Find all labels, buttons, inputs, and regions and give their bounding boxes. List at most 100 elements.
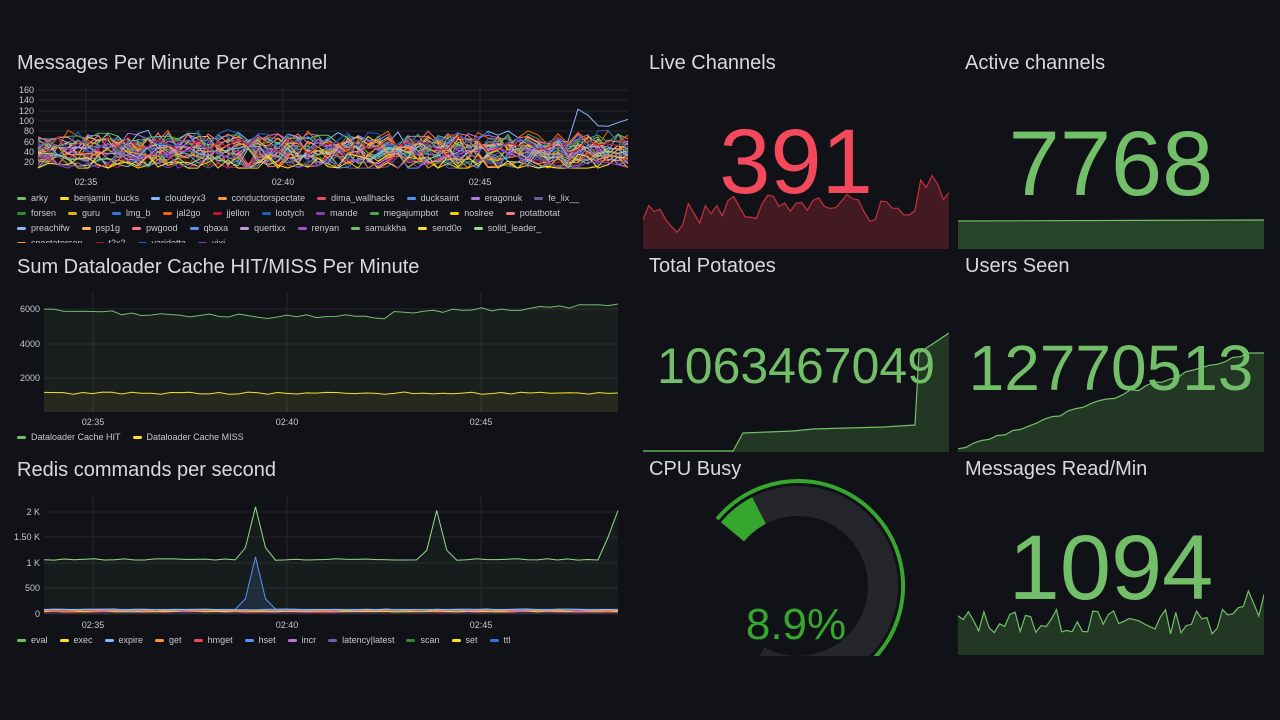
legend-item[interactable]: vixi	[198, 236, 225, 243]
legend-item[interactable]: preachifw	[17, 221, 70, 236]
redis-chart[interactable]: 2 K 1.50 K 1 K 500 0 02:35 02:40 02:45	[0, 455, 640, 655]
dataloader-chart[interactable]: 6000 4000 2000 02:35 02:40 02:45	[0, 252, 640, 452]
series-line-solid_leader_	[37, 146, 629, 168]
legend-item[interactable]: hset	[244, 633, 276, 648]
legend-item[interactable]: hmget	[193, 633, 233, 648]
legend-label: Dataloader Cache MISS	[146, 432, 244, 442]
legend-swatch	[489, 639, 499, 643]
legend-item[interactable]: conductorspectate	[217, 191, 305, 206]
panel-messages-per-minute: Messages Per Minute Per Channel 160 140 12…	[0, 0, 640, 250]
legend-item[interactable]: scan	[406, 633, 440, 648]
panel-dataloader: Sum Dataloader Cache HIT/MISS Per Minute…	[0, 252, 640, 452]
legend-item[interactable]: varidetta	[137, 236, 186, 243]
panel-title[interactable]: CPU Busy	[649, 458, 742, 480]
chart-grid	[44, 495, 618, 615]
sparkline-path	[958, 352, 1264, 450]
legend-item[interactable]: mande	[316, 206, 358, 221]
legend-swatch	[132, 227, 142, 231]
y-tick-label: 160	[19, 85, 34, 95]
legend-item[interactable]: ttl	[489, 633, 511, 648]
legend-swatch	[470, 197, 480, 201]
legend-item[interactable]: megajumpbot	[369, 206, 439, 221]
legend-item[interactable]: lootych	[261, 206, 305, 221]
legend-item[interactable]: forsen	[17, 206, 56, 221]
legend-item[interactable]: solid_leader_	[473, 221, 542, 236]
legend-item[interactable]: potatbotat	[505, 206, 560, 221]
legend-item[interactable]: guru	[68, 206, 100, 221]
legend-item[interactable]: Dataloader Cache HIT	[17, 430, 121, 445]
legend-swatch	[351, 227, 361, 231]
legend-item[interactable]: send0o	[418, 221, 462, 236]
panel-title[interactable]: Messages Per Minute Per Channel	[17, 52, 328, 74]
panel-title[interactable]: Active channels	[965, 52, 1106, 74]
legend-swatch	[240, 227, 250, 231]
sparkline-path	[643, 174, 949, 234]
stat-value: 12770513	[968, 332, 1254, 404]
legend-item[interactable]: latency|latest	[328, 633, 394, 648]
legend-item[interactable]: jjellon	[212, 206, 250, 221]
sparkline-path	[958, 219, 1264, 222]
legend-item[interactable]: arky	[17, 191, 48, 206]
x-tick-label: 02:35	[75, 177, 98, 187]
legend-item[interactable]: samukkha	[351, 221, 406, 236]
legend-label: vixi	[212, 238, 226, 243]
legend-label: psp1g	[95, 223, 121, 233]
legend-item[interactable]: benjamin_bucks	[60, 191, 139, 206]
series-lines	[43, 506, 619, 614]
legend-item[interactable]: expire	[104, 633, 143, 648]
y-tick-label: 2 K	[26, 507, 40, 517]
legend-label: potatbotat	[519, 208, 560, 218]
panel-title[interactable]: Sum Dataloader Cache HIT/MISS Per Minute	[17, 256, 420, 278]
legend-label: lootych	[275, 208, 305, 218]
series-line-scan-area	[44, 506, 618, 614]
legend-item[interactable]: qbaxa	[189, 221, 228, 236]
legend-item[interactable]: t2x2	[94, 236, 126, 243]
legend-item[interactable]: spectatorsen	[17, 236, 83, 243]
y-tick-label: 6000	[20, 304, 40, 314]
panel-title[interactable]: Live Channels	[649, 52, 776, 74]
panel-cpu-busy: CPU Busy 8.9%	[643, 456, 949, 656]
legend-item[interactable]: fe_lix__	[534, 191, 579, 206]
panel-title[interactable]: Total Potatoes	[649, 255, 776, 277]
legend-item[interactable]: noslree	[450, 206, 494, 221]
panel-active-channels: Active channels 7768	[958, 0, 1264, 250]
legend-item[interactable]: get	[155, 633, 182, 648]
panel-title[interactable]: Users Seen	[965, 255, 1070, 277]
x-axis-ticks: 02:35 02:40 02:45	[82, 417, 493, 427]
panel-title[interactable]: Redis commands per second	[17, 459, 277, 481]
legend-label: Dataloader Cache HIT	[31, 432, 121, 442]
legend-swatch	[328, 639, 338, 643]
legend-label: megajumpbot	[383, 208, 439, 218]
legend-item[interactable]: renyan	[297, 221, 339, 236]
legend-item[interactable]: quertixx	[240, 221, 286, 236]
legend-item[interactable]: dima_wallhacks	[317, 191, 395, 206]
legend-label: lmg_b	[126, 208, 151, 218]
panel-title[interactable]: Messages Read/Min	[965, 458, 1148, 480]
sparkline-path	[958, 589, 1264, 635]
legend-item[interactable]: ducksaint	[406, 191, 459, 206]
legend-item[interactable]: eragonuk	[470, 191, 522, 206]
sparkline	[958, 589, 1264, 655]
sparkline-path-area	[643, 175, 949, 249]
legend-swatch	[59, 639, 69, 643]
legend-item[interactable]: exec	[59, 633, 93, 648]
series-line-megajumpbot	[37, 132, 629, 153]
legend-label: solid_leader_	[487, 223, 542, 233]
legend-item[interactable]: pwgood	[132, 221, 178, 236]
legend-label: jal2go	[176, 208, 201, 218]
legend-item[interactable]: set	[451, 633, 478, 648]
legend-item[interactable]: incr	[287, 633, 316, 648]
legend-item[interactable]: cloudeyx3	[151, 191, 206, 206]
panel-redis: Redis commands per second 2 K 1.50 K 1 K 50…	[0, 455, 640, 655]
legend-label: spectatorsen	[31, 238, 83, 243]
y-axis-ticks: 6000 4000 2000	[20, 304, 40, 383]
legend-item[interactable]: Dataloader Cache MISS	[132, 430, 244, 445]
sparkline	[958, 219, 1264, 249]
y-tick-label: 60	[24, 137, 34, 147]
legend-item[interactable]: eval	[17, 633, 48, 648]
legend-item[interactable]: psp1g	[81, 221, 121, 236]
legend-item[interactable]: jal2go	[162, 206, 201, 221]
y-tick-label: 4000	[20, 339, 40, 349]
legend-item[interactable]: lmg_b	[112, 206, 151, 221]
